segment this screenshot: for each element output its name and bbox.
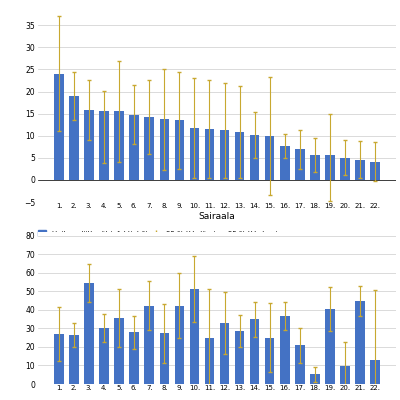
Bar xyxy=(174,120,184,180)
X-axis label: Sairaala: Sairaala xyxy=(199,212,235,221)
Bar xyxy=(204,129,214,180)
Bar xyxy=(130,332,139,384)
Bar xyxy=(84,110,94,180)
Bar xyxy=(250,319,260,384)
Bar xyxy=(114,318,124,384)
Bar xyxy=(235,331,244,384)
Bar xyxy=(310,374,320,384)
Bar xyxy=(250,135,260,180)
Bar xyxy=(370,360,380,384)
Bar xyxy=(295,346,304,384)
Bar xyxy=(280,316,290,384)
Bar xyxy=(340,158,350,180)
Bar xyxy=(370,162,380,180)
Bar xyxy=(69,96,79,180)
Legend: Hoitoon liittyvät infektiot %, 95 % LV yläraja – 95 % LV alaraja: Hoitoon liittyvät infektiot %, 95 % LV y… xyxy=(38,230,282,236)
Bar xyxy=(265,136,274,180)
Bar xyxy=(54,334,64,384)
Bar xyxy=(130,114,139,180)
Bar xyxy=(190,128,199,180)
Bar xyxy=(84,283,94,384)
Bar xyxy=(160,119,169,180)
Bar xyxy=(340,366,350,384)
Bar xyxy=(114,112,124,180)
Bar xyxy=(310,155,320,180)
Bar xyxy=(355,301,365,384)
Bar xyxy=(235,132,244,180)
Bar xyxy=(355,160,365,180)
Bar xyxy=(54,74,64,180)
Bar xyxy=(325,309,335,384)
Bar xyxy=(295,150,304,180)
Bar xyxy=(99,112,109,180)
Bar xyxy=(99,328,109,384)
Bar xyxy=(144,117,154,180)
Bar xyxy=(265,338,274,384)
Bar xyxy=(220,130,230,180)
Bar xyxy=(204,338,214,384)
Bar xyxy=(69,335,79,384)
Bar xyxy=(280,146,290,180)
Bar xyxy=(144,306,154,384)
Bar xyxy=(190,289,199,384)
Bar xyxy=(160,333,169,384)
Bar xyxy=(325,155,335,180)
Bar xyxy=(220,323,230,384)
Bar xyxy=(174,306,184,384)
